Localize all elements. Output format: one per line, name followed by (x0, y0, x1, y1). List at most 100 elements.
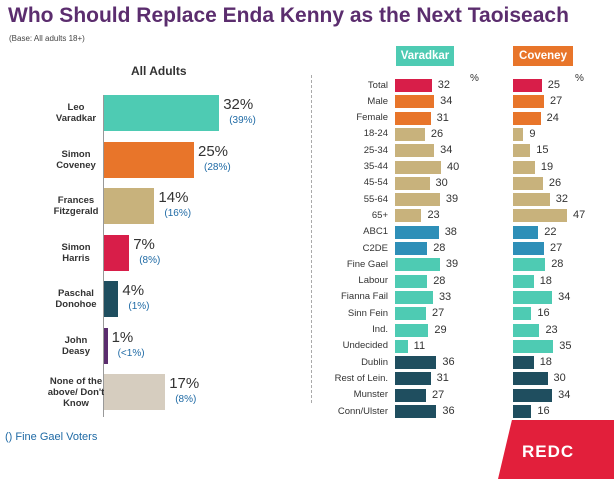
coveney-bar (513, 144, 531, 158)
fg-value-label: (<1%) (117, 347, 145, 359)
fg-value-label: (28%) (204, 161, 231, 173)
varadkar-value: 40 (447, 160, 460, 173)
redc-logo: REDC (498, 420, 614, 479)
row-label: 55-64 (363, 193, 388, 205)
bar-leo-varadkar (104, 95, 220, 131)
varadkar-value: 28 (433, 274, 446, 287)
varadkar-value: 34 (440, 95, 453, 108)
row-label: ABC1 (363, 226, 388, 238)
legend-note: () Fine Gael Voters (5, 431, 98, 443)
varadkar-value: 31 (436, 111, 449, 124)
coveney-bar (513, 111, 541, 125)
coveney-value: 19 (540, 160, 554, 173)
varadkar-value: 33 (438, 290, 452, 303)
category-label: None of the above/ Don't Know (47, 375, 105, 409)
fg-value-label: (8%) (175, 394, 197, 405)
logo-text: REDC (522, 442, 575, 461)
varadkar-value: 26 (430, 127, 444, 140)
row-label: C2DE (362, 242, 388, 254)
coveney-value: 16 (537, 405, 550, 417)
coveney-bar (513, 388, 553, 402)
value-label: 17% (169, 375, 200, 392)
varadkar-value: 32 (437, 79, 451, 91)
varadkar-bar (395, 258, 440, 272)
varadkar-value: 39 (445, 258, 459, 271)
coveney-bar (513, 160, 535, 174)
value-label: 14% (158, 189, 189, 206)
varadkar-value: 36 (442, 405, 455, 417)
varadkar-bar (395, 372, 431, 386)
row-label: Conn/Ulster (337, 405, 388, 417)
left-chart-axis (103, 95, 104, 417)
coveney-bar (513, 127, 524, 141)
coveney-value: 24 (546, 111, 559, 124)
varadkar-bar (395, 356, 437, 370)
coveney-bar (513, 242, 545, 255)
coveney-bar (513, 79, 542, 92)
bar-john-deasy (104, 327, 108, 364)
varadkar-bar (395, 225, 439, 239)
left-chart-title: All Adults (131, 64, 187, 78)
coveney-value: 16 (537, 307, 550, 320)
bar-simon-harris (104, 234, 130, 271)
varadkar-bar (395, 405, 437, 418)
row-label: Female (356, 112, 388, 124)
row-label: Total (367, 79, 388, 91)
value-label: 7% (133, 235, 155, 253)
category-label: Frances Fitzgerald (53, 195, 99, 217)
varadkar-bar (395, 144, 435, 158)
varadkar-bar (395, 307, 427, 321)
fg-value-label: (16%) (164, 208, 192, 219)
row-label: Dublin (361, 356, 388, 368)
varadkar-bar (395, 176, 430, 190)
varadkar-unit: % (470, 73, 479, 84)
varadkar-bar (395, 274, 428, 288)
varadkar-value: 31 (436, 372, 449, 385)
divider (311, 75, 312, 403)
varadkar-value: 38 (444, 225, 457, 238)
coveney-bar (513, 372, 548, 386)
coveney-bar (513, 356, 534, 370)
varadkar-bar (395, 127, 425, 141)
row-label: 25-34 (363, 144, 388, 156)
varadkar-bar (395, 193, 440, 207)
fg-value-label: (1%) (128, 301, 150, 312)
row-label: Fine Gael (346, 258, 388, 270)
varadkar-bar (395, 388, 427, 402)
coveney-value: 23 (545, 323, 558, 336)
coveney-bar (513, 176, 543, 190)
row-label: Male (367, 95, 388, 107)
coveney-bar (513, 95, 545, 109)
value-label: 32% (223, 96, 254, 113)
coveney-value: 27 (550, 95, 563, 108)
coveney-bar (513, 290, 553, 304)
varadkar-bar (395, 95, 435, 109)
category-label: Simon Harris (61, 241, 91, 264)
varadkar-value: 27 (432, 388, 445, 401)
row-label: Undecided (342, 340, 388, 352)
fg-value-label: (8%) (139, 254, 161, 266)
category-label: Leo Varadkar (55, 102, 97, 124)
coveney-value: 18 (539, 274, 552, 287)
coveney-bar (513, 323, 540, 337)
coveney-value: 27 (550, 242, 563, 254)
varadkar-value: 39 (445, 193, 459, 206)
varadkar-header: Varadkar (396, 46, 454, 66)
coveney-value: 25 (547, 79, 560, 91)
varadkar-bar (395, 242, 428, 255)
varadkar-bar (395, 290, 433, 304)
coveney-value: 28 (551, 258, 564, 271)
coveney-value: 35 (559, 339, 572, 352)
varadkar-value: 34 (440, 144, 453, 157)
coveney-value: 9 (529, 127, 536, 140)
coveney-bar (513, 339, 554, 353)
varadkar-value: 28 (433, 242, 446, 254)
base-note: (Base: All adults 18+) (9, 34, 85, 43)
coveney-value: 34 (558, 290, 571, 303)
row-label: Rest of Lein. (334, 372, 388, 384)
row-label: Sinn Fein (347, 307, 388, 319)
coveney-unit: % (575, 73, 584, 84)
coveney-value: 34 (558, 388, 571, 401)
coveney-value: 18 (539, 356, 552, 369)
value-label: 1% (111, 328, 134, 346)
